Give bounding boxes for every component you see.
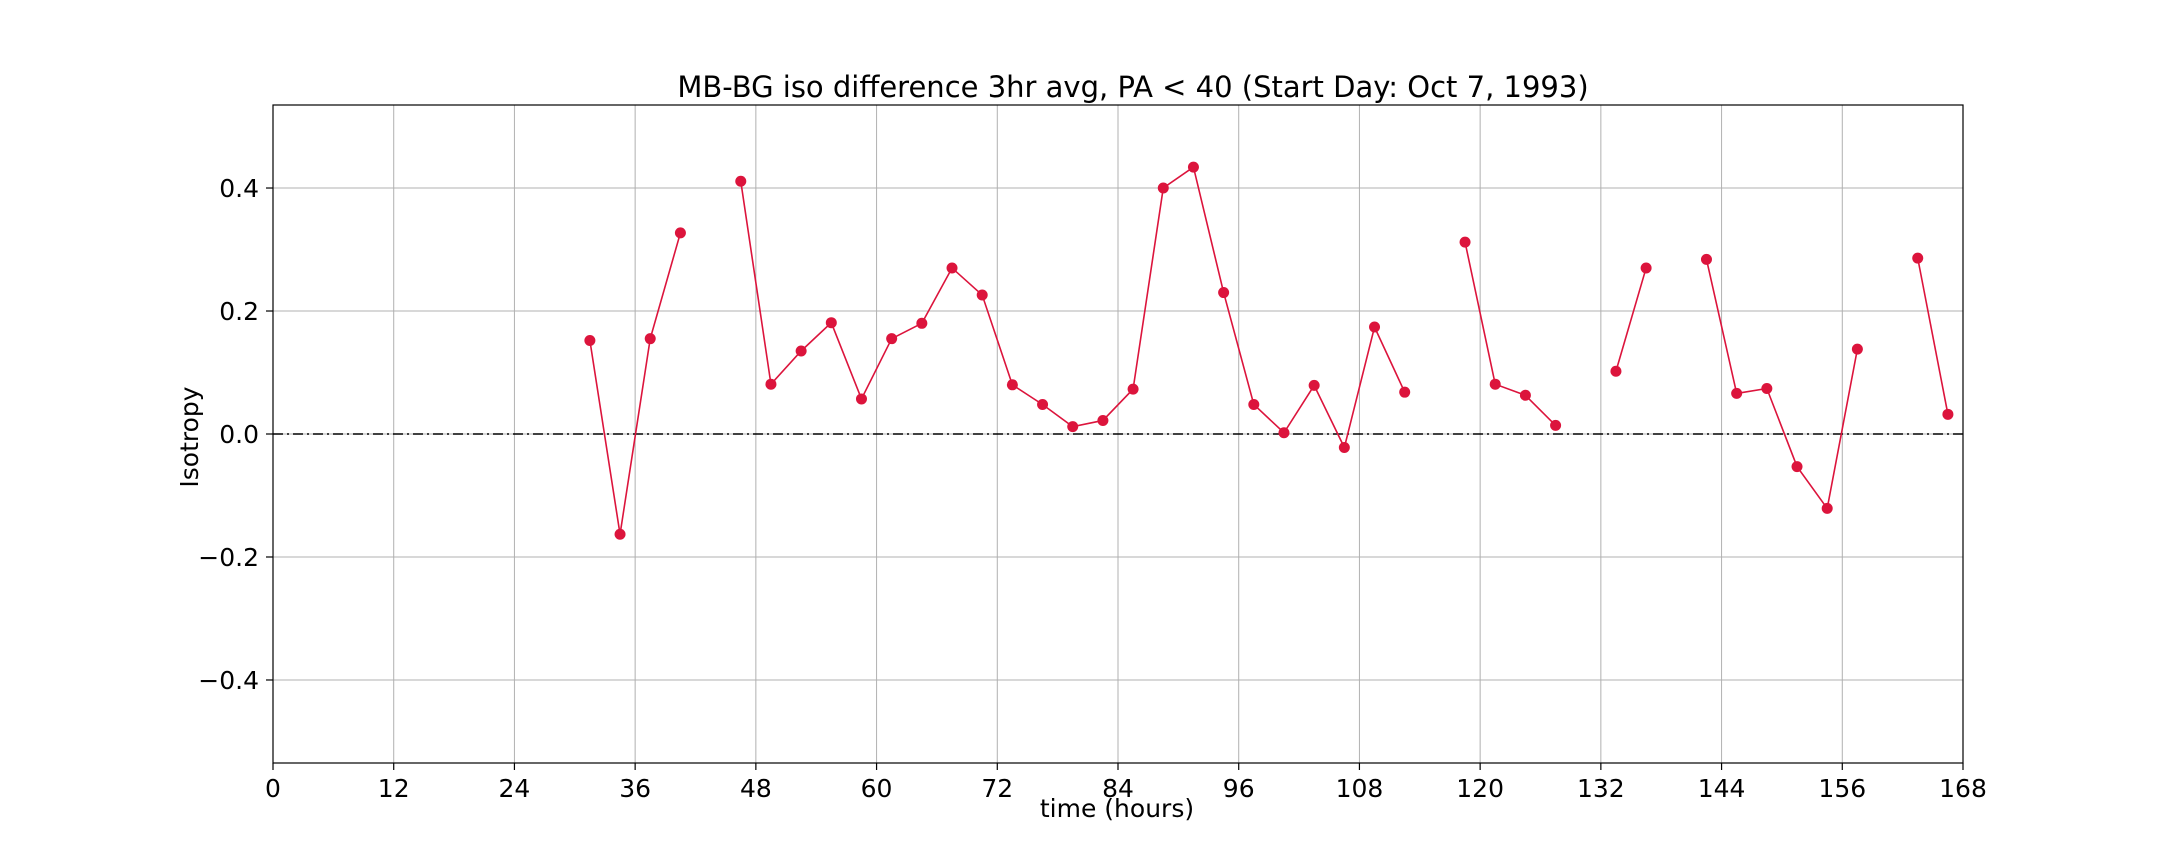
data-point [1610,365,1622,377]
series-line-segment [739,165,1406,450]
x-tick-label: 132 [1577,774,1625,803]
data-point [1369,321,1381,333]
data-point [1037,398,1049,410]
x-tick-label: 120 [1456,774,1504,803]
data-point [1942,408,1954,420]
x-tick-label: 36 [619,774,651,803]
x-tick-label: 48 [740,774,772,803]
data-point [584,335,596,347]
data-point [1067,421,1079,433]
x-tick-label: 144 [1698,774,1746,803]
data-point [855,393,867,405]
series-line-segment [1705,259,1859,511]
data-point [1519,389,1531,401]
data-point [1278,427,1290,439]
x-tick-label: 12 [378,774,410,803]
data-point [1700,253,1712,265]
series-line-segment [1615,267,1647,372]
data-point [886,333,898,345]
y-tick-label: −0.2 [198,543,259,572]
x-axis-ticks: 0 12 24 36 48 60 72 84 96 108 120 132 144 156 168 [265,763,1987,803]
data-series [584,161,1954,540]
data-point [1640,262,1652,274]
x-tick-label: 156 [1818,774,1866,803]
y-tick-label: −0.4 [198,666,259,695]
data-point [614,528,626,540]
data-point [735,175,747,187]
data-point [825,317,837,329]
data-point [674,227,686,239]
y-tick-label: 0.2 [219,297,259,326]
data-point [1912,252,1924,264]
y-tick-label: 0.0 [219,420,259,449]
series-line-segment [1916,257,1949,415]
data-point [1489,378,1501,390]
data-point [1791,461,1803,473]
x-tick-label: 0 [265,774,281,803]
data-point [1006,379,1018,391]
chart-title: MB-BG iso difference 3hr avg, PA < 40 (S… [677,70,1588,104]
series-line-segment [589,232,682,535]
series-line-segment [1464,241,1557,426]
data-point [916,317,928,329]
x-tick-label: 108 [1336,774,1384,803]
data-point [1097,414,1109,426]
data-point [1821,502,1833,514]
data-point [1187,161,1199,173]
data-point [1399,386,1411,398]
x-axis-label: time (hours) [1040,794,1194,823]
data-point [1127,383,1139,395]
data-point [946,262,958,274]
x-tick-label: 168 [1939,774,1987,803]
data-point [1761,382,1773,394]
data-point [1459,236,1471,248]
data-point [1248,398,1260,410]
y-axis-ticks: −0.4 −0.2 0.0 0.2 0.4 [198,174,273,695]
x-tick-label: 24 [499,774,531,803]
data-point [1550,419,1562,431]
y-axis-label: Isotropy [175,386,204,487]
data-point [795,345,807,357]
data-point [976,289,988,301]
data-point [1308,379,1320,391]
data-point [1731,387,1743,399]
x-tick-label: 84 [1102,774,1134,803]
y-tick-label: 0.4 [219,174,259,203]
x-tick-label: 96 [1223,774,1255,803]
x-tick-label: 72 [981,774,1013,803]
data-point [644,333,656,345]
data-point [1338,442,1350,454]
data-point [1157,182,1169,194]
data-point [1218,287,1230,299]
data-point [765,378,777,390]
data-point [1851,343,1863,355]
x-tick-label: 60 [861,774,893,803]
